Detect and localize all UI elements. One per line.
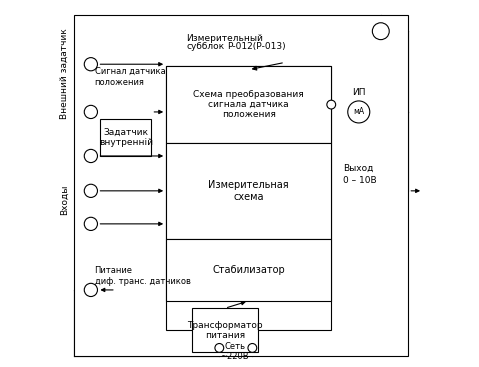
Text: мА: мА: [353, 108, 365, 116]
Text: Входы: Входы: [59, 185, 68, 215]
Text: Трансформатор
питания: Трансформатор питания: [187, 321, 262, 340]
Text: ИП: ИП: [352, 88, 365, 97]
Text: Схема преобразования
сигнала датчика
положения: Схема преобразования сигнала датчика пол…: [194, 90, 304, 120]
Text: субблок: субблок: [186, 42, 224, 51]
Text: Измерительный: Измерительный: [186, 34, 263, 43]
Bar: [166, 66, 331, 143]
Text: Внешний задатчик: Внешний задатчик: [59, 28, 68, 119]
Text: Р-012(Р-013): Р-012(Р-013): [228, 42, 286, 51]
Text: Задатчик
внутренній: Задатчик внутренній: [99, 128, 153, 147]
Text: 0 – 10В: 0 – 10В: [343, 176, 377, 185]
Text: Измерительная
схема: Измерительная схема: [208, 180, 289, 201]
Bar: [166, 239, 331, 301]
Circle shape: [84, 184, 97, 197]
Circle shape: [84, 58, 97, 71]
Circle shape: [372, 23, 389, 40]
Text: Сеть
~220В: Сеть ~220В: [220, 342, 249, 361]
Text: Питание
диф. транс. датчиков: Питание диф. транс. датчиков: [94, 266, 191, 286]
Circle shape: [215, 344, 224, 352]
Bar: [100, 119, 151, 156]
Bar: [166, 143, 331, 239]
Circle shape: [84, 105, 97, 119]
Circle shape: [84, 149, 97, 163]
Bar: [166, 66, 331, 330]
Text: Выход: Выход: [343, 164, 373, 173]
Circle shape: [84, 283, 97, 297]
Circle shape: [348, 101, 370, 123]
Text: Сигнал датчика
положения: Сигнал датчика положения: [94, 68, 165, 87]
Circle shape: [248, 344, 257, 352]
Circle shape: [84, 217, 97, 230]
Circle shape: [327, 100, 336, 109]
Text: Стабилизатор: Стабилизатор: [212, 265, 285, 275]
Bar: [192, 308, 258, 352]
